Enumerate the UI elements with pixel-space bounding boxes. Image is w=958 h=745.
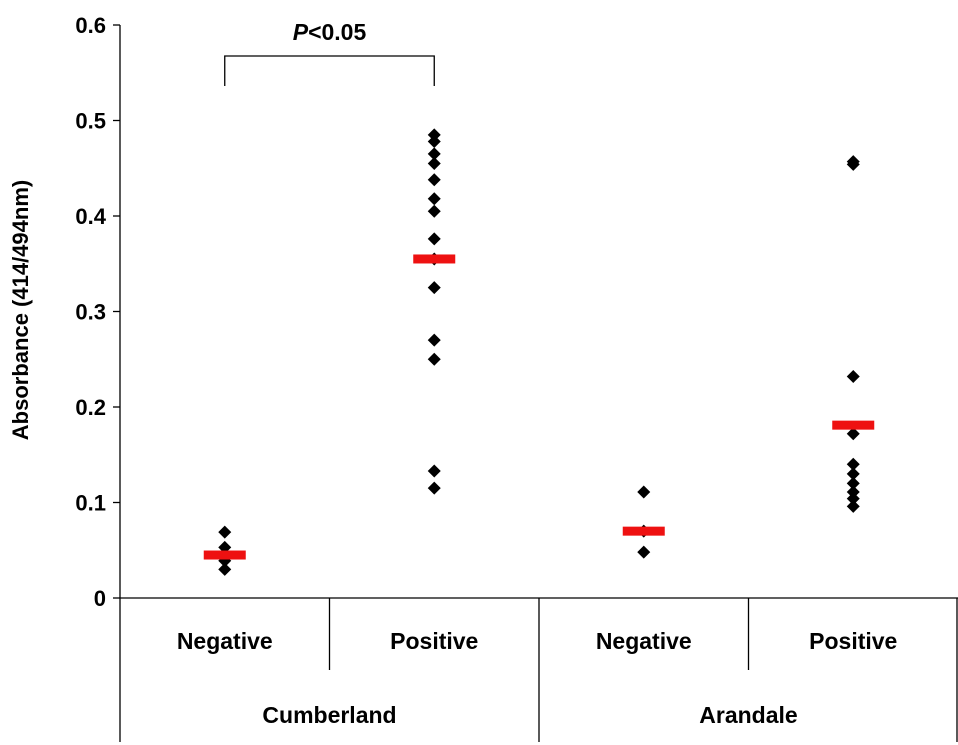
data-point [427,481,441,495]
y-tick-label: 0.4 [75,204,106,229]
y-tick-label: 0.5 [75,109,106,134]
data-point [637,545,651,559]
data-point [846,427,860,441]
data-point [427,192,441,206]
data-point [218,562,232,576]
data-point [427,147,441,161]
data-point [846,492,860,506]
mean-markers [203,254,875,560]
x-category-label: Negative [596,628,692,654]
data-point [218,525,232,539]
data-point [427,156,441,170]
data-point [427,352,441,366]
data-point [427,464,441,478]
data-point [427,135,441,149]
y-axis: 0 0.1 0.2 0.3 0.4 0.5 0.6 [75,13,121,611]
mean-marker [203,550,246,560]
x-category-label: Positive [809,628,897,654]
data-point [846,467,860,481]
significance-annotation: P<0.05 [224,19,435,86]
y-tick-label: 0.6 [75,13,106,38]
data-point [846,369,860,383]
data-point [427,173,441,187]
mean-marker [832,420,875,430]
y-tick-label: 0.3 [75,300,106,325]
data-point [427,204,441,218]
x-category-label: Negative [177,628,273,654]
data-point [427,281,441,295]
data-point [427,333,441,347]
data-point [846,457,860,471]
data-point [427,128,441,142]
x-group-label: Arandale [699,702,797,728]
y-tick-label: 0.1 [75,491,106,516]
y-tick-label: 0 [94,586,106,611]
mean-marker [413,254,456,264]
significance-bracket [224,55,435,86]
data-point [846,485,860,499]
data-point [846,157,860,171]
significance-label: P<0.05 [293,19,367,45]
data-point [846,476,860,490]
mean-marker [622,526,665,536]
y-tick-label: 0.2 [75,395,106,420]
y-axis-title: Absorbance (414/494nm) [8,180,33,440]
data-point [637,485,651,499]
data-point [427,232,441,246]
data-point [846,499,860,513]
x-group-label: Cumberland [262,702,396,728]
data-points [218,128,860,576]
x-category-label: Positive [390,628,478,654]
x-axis: Negative Positive Negative Positive Cumberla… [119,597,958,742]
